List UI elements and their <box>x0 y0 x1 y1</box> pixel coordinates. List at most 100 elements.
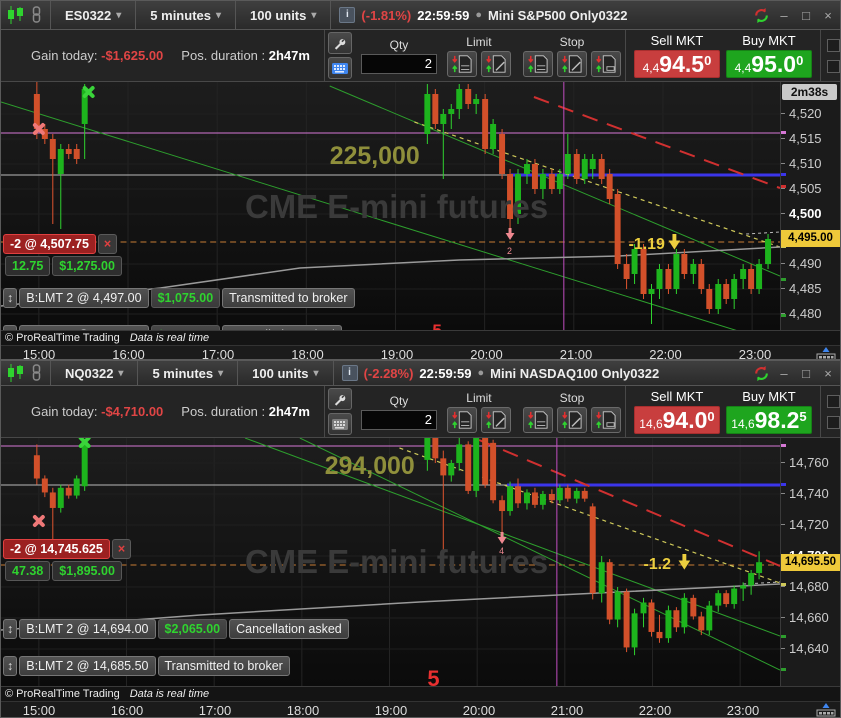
time-tick: 19:00 <box>380 347 414 360</box>
settings-wrench-button[interactable] <box>327 388 352 410</box>
sell-mkt-button[interactable]: 14,6 94.0 0 <box>633 406 720 434</box>
qty-input[interactable] <box>360 53 437 74</box>
info-icon[interactable]: i <box>339 7 356 23</box>
buy-price-prefix: 14,6 <box>731 417 755 431</box>
instrument-name: Mini S&P500 Only0322 <box>487 7 628 23</box>
change-percent: (-1.81%) <box>361 7 412 23</box>
order-label[interactable]: B:LMT 2 @ 14,694.00 <box>19 619 156 639</box>
sell-limit-button[interactable] <box>480 406 511 433</box>
drag-order-icon[interactable]: ↕ <box>3 288 18 308</box>
settings-wrench-button[interactable] <box>327 32 352 54</box>
sell-limit-button[interactable] <box>480 50 511 77</box>
qty-input[interactable] <box>360 409 437 430</box>
timeframe-dropdown[interactable]: 5 minutes ▾ <box>146 366 229 381</box>
trailing-checkbox[interactable] <box>826 394 840 408</box>
chevron-down-icon: ▾ <box>313 367 319 379</box>
sell-stop-button[interactable] <box>556 406 587 433</box>
chevron-down-icon: ▾ <box>311 9 317 21</box>
position-pnl: $1,895.00 <box>52 561 122 581</box>
close-position-icon[interactable]: × <box>111 539 132 559</box>
chart-window-nq: NQ0322 ▾ 5 minutes ▾ 100 units ▾ i (-2.2… <box>0 360 841 718</box>
order-label[interactable]: B:LMT 2 @ 14,685.50 <box>19 656 156 676</box>
sell-price-sup: 0 <box>707 409 715 424</box>
status-bullet-icon: ● <box>477 367 485 379</box>
time-axis[interactable]: 15:00 16:00 17:00 18:00 19:00 20:00 21:00 22:00… <box>1 345 840 360</box>
maximize-button[interactable]: □ <box>802 7 810 23</box>
price-tick: 4,520 <box>781 106 840 121</box>
info-icon[interactable]: i <box>341 365 358 381</box>
close-position-icon[interactable]: × <box>97 234 118 254</box>
stop-checkbox[interactable] <box>826 415 840 429</box>
refresh-icon[interactable] <box>753 7 770 24</box>
price-chart[interactable]: 225,000 CME E-mini futures 2 -1.19 5 -2 @ 4,… <box>1 82 780 330</box>
realtime-note: Data is real time <box>129 688 210 700</box>
order-status: Cancellation asked <box>229 619 349 639</box>
indicator-level-mark <box>781 483 786 486</box>
copyright: © ProRealTime Trading <box>5 688 120 700</box>
position-label[interactable]: -2 @ 4,507.75 <box>3 234 96 254</box>
refresh-icon[interactable] <box>753 365 770 382</box>
price-tick: 4,515 <box>781 131 840 146</box>
time-tick: 17:00 <box>201 347 235 360</box>
indicator-level-mark <box>781 278 786 281</box>
price-tick: 14,720 <box>781 517 840 532</box>
titlebar: NQ0322 ▾ 5 minutes ▾ 100 units ▾ i (-2.2… <box>1 361 840 386</box>
order-row: ↕ B:LMT 2 @ 14,694.00 $2,065.00 Cancella… <box>3 619 349 639</box>
buy-stop-button[interactable] <box>522 406 553 433</box>
limit-order-group: Limit <box>443 386 515 437</box>
stop-loss-button[interactable] <box>590 50 621 77</box>
buy-mkt-button[interactable]: 14,6 98.2 5 <box>725 406 812 434</box>
order-status: Cancellation asked <box>222 325 342 330</box>
order-label[interactable]: B:LMT 2 @ 4,497.00 <box>19 288 149 308</box>
expand-panel-icon[interactable] <box>815 347 837 360</box>
price-axis[interactable]: 2m38s 4,495.00 4,520 4,515 4,510 4,505 4,500… <box>780 82 840 330</box>
buy-stop-button[interactable] <box>522 50 553 77</box>
status-bullet-icon: ● <box>475 9 482 21</box>
buy-mkt-button[interactable]: 4,4 95.0 0 <box>725 50 812 78</box>
price-axis[interactable]: 14,695.50 14,76014,74014,72014,70014,680… <box>780 438 840 686</box>
order-label[interactable]: B:LMT 2 @ 4,494.25 <box>19 325 149 330</box>
indicator-level-mark <box>781 314 786 317</box>
timeframe-dropdown[interactable]: 5 minutes ▾ <box>144 8 227 23</box>
keyboard-button[interactable] <box>327 57 352 79</box>
trailing-checkbox[interactable] <box>826 38 840 52</box>
buy-limit-button[interactable] <box>446 406 477 433</box>
link-chart-icon[interactable] <box>31 364 42 382</box>
position-points: 12.75 <box>5 256 51 276</box>
units-dropdown[interactable]: 100 units ▾ <box>244 8 322 23</box>
indicator-level-mark <box>781 668 786 671</box>
symbol-dropdown[interactable]: NQ0322 ▾ <box>59 366 129 381</box>
close-button[interactable]: × <box>824 365 832 381</box>
units-dropdown[interactable]: 100 units ▾ <box>246 366 324 381</box>
expand-panel-icon[interactable] <box>815 703 837 717</box>
minimize-button[interactable]: – <box>780 7 788 23</box>
time-axis[interactable]: 15:00 16:00 17:00 18:00 19:00 20:00 21:00 22:00… <box>1 701 840 718</box>
position-label[interactable]: -2 @ 14,745.625 <box>3 539 110 559</box>
symbol-dropdown[interactable]: ES0322 ▾ <box>59 8 127 23</box>
time-tick: 19:00 <box>374 703 408 718</box>
buy-limit-button[interactable] <box>446 50 477 77</box>
drag-order-icon[interactable]: ↕ <box>3 325 18 330</box>
sell-mkt-button[interactable]: 4,4 94.5 0 <box>633 50 720 78</box>
stop-loss-button[interactable] <box>590 406 621 433</box>
time-tick: 23:00 <box>726 703 760 718</box>
price-chart[interactable]: 294,000 CME E-mini futures 4 -1.2 5 -2 @ 14,… <box>1 438 780 686</box>
drag-order-icon[interactable]: ↕ <box>3 619 18 639</box>
duration-value: 2h47m <box>268 48 310 63</box>
candlestick-icon <box>8 364 23 382</box>
timeframe-label: 5 minutes <box>152 365 214 381</box>
link-chart-icon[interactable] <box>31 6 42 24</box>
minimize-button[interactable]: – <box>780 365 788 381</box>
drag-order-icon[interactable]: ↕ <box>3 656 18 676</box>
candlestick-icon <box>8 6 23 24</box>
maximize-button[interactable]: □ <box>802 365 810 381</box>
stop-checkbox[interactable] <box>826 59 840 73</box>
close-button[interactable]: × <box>824 7 832 23</box>
order-status: Transmitted to broker <box>157 656 290 676</box>
gain-label: Gain today: <box>31 404 98 419</box>
price-tick: 14,680 <box>781 579 840 594</box>
sell-stop-button[interactable] <box>556 50 587 77</box>
price-tick: 4,480 <box>781 306 840 321</box>
keyboard-button[interactable] <box>327 413 352 435</box>
indicator-level-mark <box>781 185 786 188</box>
